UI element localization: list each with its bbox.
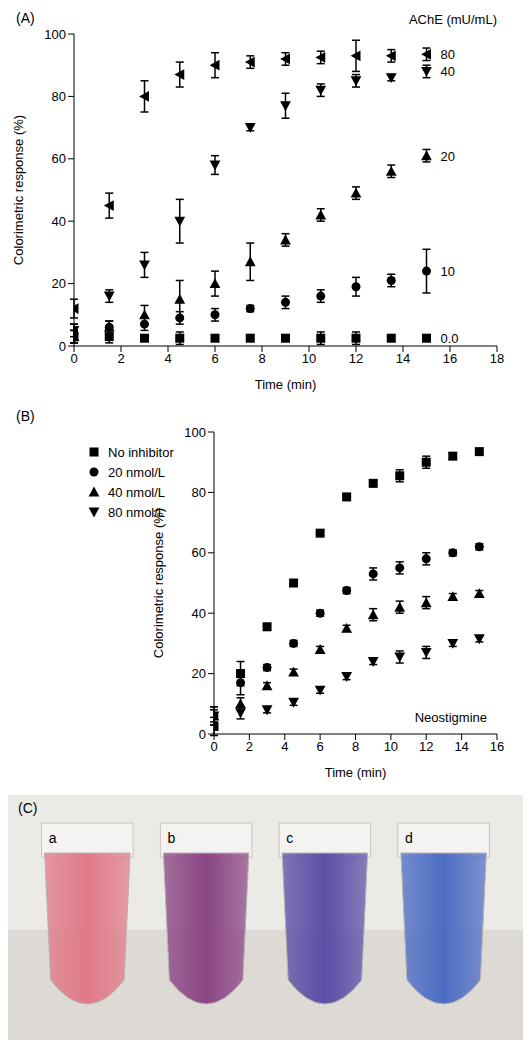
svg-text:40: 40 (441, 64, 455, 79)
svg-text:40: 40 (192, 606, 206, 621)
html-text:Neostigmine: Neostigmine (414, 710, 487, 725)
html-text:(A): (A) (16, 10, 35, 26)
svg-text:Colorimetric response (%): Colorimetric response (%) (11, 115, 26, 265)
svg-text:16: 16 (443, 351, 457, 366)
svg-text:14: 14 (454, 739, 468, 754)
svg-text:40: 40 (52, 214, 66, 229)
svg-text:2: 2 (246, 739, 253, 754)
svg-text:60: 60 (192, 545, 206, 560)
svg-text:18: 18 (490, 351, 504, 366)
svg-text:a: a (49, 830, 57, 846)
svg-text:8: 8 (352, 739, 359, 754)
svg-text:80: 80 (192, 485, 206, 500)
html-text:20 nmol/L: 20 nmol/L (108, 464, 166, 480)
svg-text:16: 16 (490, 739, 504, 754)
svg-text:6: 6 (317, 739, 324, 754)
svg-text:Time (min): Time (min) (255, 377, 317, 392)
svg-text:12: 12 (419, 739, 433, 754)
svg-text:4: 4 (281, 739, 288, 754)
svg-text:80: 80 (441, 47, 455, 62)
svg-text:6: 6 (211, 351, 218, 366)
svg-text:12: 12 (349, 351, 363, 366)
svg-text:d: d (405, 830, 413, 846)
svg-text:10: 10 (384, 739, 398, 754)
svg-text:b: b (167, 830, 175, 846)
svg-text:10: 10 (302, 351, 316, 366)
html-text:No inhibitor: No inhibitor (108, 444, 174, 460)
svg-text:20: 20 (441, 149, 455, 164)
svg-text:c: c (286, 830, 293, 846)
html-text:(B): (B) (16, 408, 35, 424)
svg-text:Time (min): Time (min) (325, 765, 387, 780)
svg-text:80: 80 (52, 89, 66, 104)
svg-text:0: 0 (59, 339, 66, 354)
svg-text:0: 0 (210, 739, 217, 754)
html-text:40 nmol/L: 40 nmol/L (108, 484, 166, 500)
html-text:AChE (mU/mL): AChE (mU/mL) (408, 12, 497, 27)
svg-text:Colorimetric response (%): Colorimetric response (%) (151, 508, 166, 658)
svg-text:0: 0 (70, 351, 77, 366)
svg-text:14: 14 (396, 351, 410, 366)
svg-text:8: 8 (258, 351, 265, 366)
svg-text:10: 10 (441, 264, 455, 279)
svg-text:(C): (C) (18, 800, 37, 816)
svg-text:60: 60 (52, 151, 66, 166)
svg-text:100: 100 (184, 425, 206, 440)
svg-text:0.0: 0.0 (441, 331, 459, 346)
svg-text:4: 4 (164, 351, 171, 366)
svg-text:20: 20 (52, 276, 66, 291)
html-text:80 nmol/L: 80 nmol/L (108, 504, 166, 520)
svg-text:100: 100 (44, 27, 66, 42)
svg-text:2: 2 (117, 351, 124, 366)
svg-text:20: 20 (192, 666, 206, 681)
svg-text:0: 0 (199, 727, 206, 742)
